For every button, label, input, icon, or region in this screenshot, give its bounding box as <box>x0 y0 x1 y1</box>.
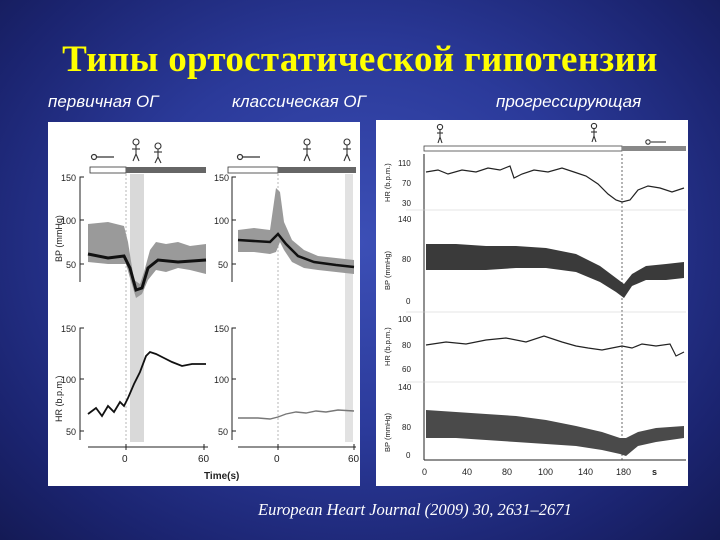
hr-trace-top <box>425 165 685 203</box>
bp-trace-classic <box>237 232 355 269</box>
supine-bar <box>622 146 686 151</box>
bp-tick-label: 140 <box>398 215 412 224</box>
bp-trace-initial <box>87 252 207 292</box>
standing-figure-icon <box>343 138 351 162</box>
hr-trace-bottom <box>425 335 685 357</box>
hr-tick-label: 30 <box>402 199 411 208</box>
hr-tick-label: 50 <box>218 427 228 437</box>
hr-axis-label-bottom: HR (b.p.m.) <box>383 327 392 366</box>
bp-tick-label: 50 <box>218 260 228 270</box>
x-tick-label: 180 <box>616 467 631 477</box>
subtitle-progressive-oh: прогрессирующая <box>496 92 642 111</box>
standing-bar-b <box>278 167 356 173</box>
time-tick-label: 0 <box>122 454 128 465</box>
lying-figure-icon <box>236 153 260 161</box>
bp-tick-label: 0 <box>406 297 411 306</box>
slide-title: Типы ортостатической гипотензии <box>62 39 658 80</box>
hr-tick-label: 100 <box>61 375 76 385</box>
standing-figure-icon <box>590 122 598 143</box>
bp-band-top <box>426 244 684 298</box>
standing-figure-icon <box>303 138 311 162</box>
hr-tick-label: 110 <box>398 159 411 168</box>
standing-figure-icon <box>154 142 162 164</box>
hr-tick-label: 70 <box>402 179 411 188</box>
subtitle-initial-oh: первичная ОГ <box>48 92 159 111</box>
bp-axis-label: BP (mmHg) <box>54 215 64 262</box>
left-figure-svg: BP (mmHg) HR (b.p.m.) 150 100 50 150 100… <box>54 138 360 482</box>
bp-tick-label: 0 <box>406 451 411 460</box>
bp-band-initial <box>88 222 206 298</box>
bp-tick-label: 150 <box>214 173 229 183</box>
hr-tick-label: 50 <box>66 427 76 437</box>
time-tick-label: 0 <box>274 454 280 465</box>
hr-trace-classic <box>238 409 355 420</box>
hr-tick-label: 80 <box>402 341 411 350</box>
initial-oh-shaded-window <box>130 174 144 442</box>
bp-band-bottom <box>426 410 684 456</box>
standing-figure-icon <box>436 123 444 144</box>
hr-tick-label: 60 <box>402 365 411 374</box>
lying-figure-icon <box>645 139 666 145</box>
bp-band-classic <box>238 188 354 274</box>
supine-bar-b <box>227 166 279 174</box>
bp-tick-label: 50 <box>66 260 76 270</box>
bp-axis-label-top: BP (mmHg) <box>383 250 392 290</box>
x-tick-label: 100 <box>538 467 553 477</box>
hr-axis-label-top: HR (b.p.m.) <box>383 163 392 202</box>
right-figure-svg: HR (b.p.m.) BP (mmHg) HR (b.p.m.) BP (mm… <box>383 122 686 477</box>
x-tick-label: 140 <box>578 467 593 477</box>
hr-tick-label: 150 <box>214 324 229 334</box>
initial-classic-oh-figure: BP (mmHg) HR (b.p.m.) 150 100 50 150 100… <box>48 122 360 486</box>
x-axis-unit: s <box>652 467 657 477</box>
standing-bar <box>423 145 623 152</box>
bp-tick-label: 100 <box>61 216 76 226</box>
classic-oh-shaded-window <box>345 174 353 442</box>
bp-tick-label: 80 <box>402 255 411 264</box>
bp-axis-label-bottom: BP (mmHg) <box>383 412 392 452</box>
hr-tick-label: 100 <box>214 375 229 385</box>
standing-bar-a <box>126 167 206 173</box>
time-tick-label: 60 <box>198 454 210 465</box>
hr-tick-label: 100 <box>398 315 412 324</box>
time-axis-label: Time(s) <box>204 471 239 482</box>
time-tick-label: 60 <box>348 454 360 465</box>
progressive-oh-figure: HR (b.p.m.) BP (mmHg) HR (b.p.m.) BP (mm… <box>376 120 688 486</box>
bp-tick-label: 100 <box>214 216 229 226</box>
hr-axis-label: HR (b.p.m.) <box>54 375 64 422</box>
bp-tick-label: 140 <box>398 383 412 392</box>
bp-tick-label: 150 <box>61 173 76 183</box>
hr-tick-label: 150 <box>61 324 76 334</box>
citation-text: European Heart Journal (2009) 30, 2631–2… <box>258 500 572 519</box>
x-tick-label: 0 <box>422 467 427 477</box>
lying-figure-icon <box>90 153 114 161</box>
x-tick-label: 40 <box>462 467 472 477</box>
subtitle-classic-oh: классическая ОГ <box>232 92 366 111</box>
standing-figure-icon <box>132 138 140 162</box>
hr-trace-initial <box>87 350 206 418</box>
supine-bar-a <box>89 166 127 174</box>
x-tick-label: 80 <box>502 467 512 477</box>
bp-tick-label: 80 <box>402 423 411 432</box>
